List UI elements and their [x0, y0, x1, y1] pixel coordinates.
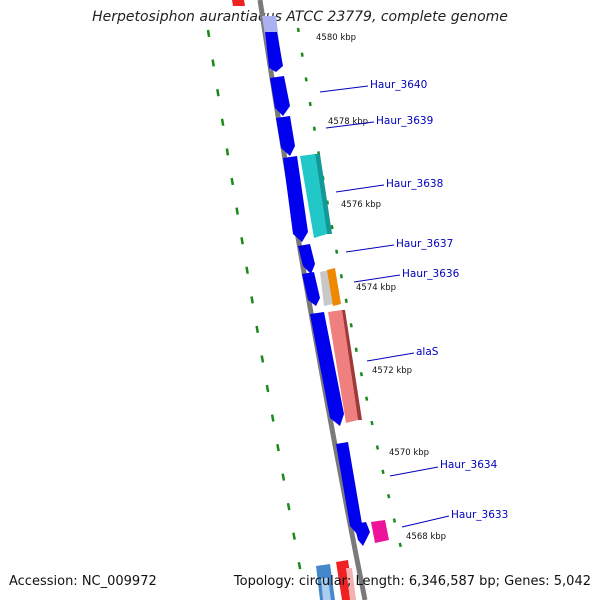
feature-salmon — [328, 310, 358, 423]
gene-leader-line — [353, 274, 401, 283]
feature-cyan — [300, 154, 327, 238]
gene-leader-line — [319, 85, 369, 93]
feature-orange — [327, 268, 341, 306]
forward-cds-track — [262, 16, 370, 546]
gene-leader-line — [389, 466, 439, 477]
tick-label: 4568 kbp — [406, 532, 446, 542]
feature-magenta — [371, 520, 389, 543]
cds-arrow — [336, 442, 362, 534]
gene-leader-line — [325, 121, 375, 129]
topology-text: Topology: circular; Length: 6,346,587 bp… — [233, 574, 591, 589]
gene-labels: Haur_3640 Haur_3639 Haur_3638 Haur_3637 … — [370, 79, 508, 521]
gene-leader-line — [401, 515, 450, 528]
feature-cyan-shade — [315, 154, 332, 234]
cds-arrow — [298, 244, 315, 274]
map-title: Herpetosiphon aurantiacus ATCC 23779, co… — [92, 9, 508, 25]
cds-arrow — [276, 116, 295, 156]
feature-bottom-lightblue — [321, 578, 331, 600]
cds-arrow — [354, 522, 370, 546]
tick-labels: 4580 kbp 4578 kbp 4576 kbp 4574 kbp 4572… — [316, 33, 446, 542]
gene-label: Haur_3633 — [451, 509, 508, 521]
inner-tick-ring — [206, 29, 306, 591]
feature-top-red — [232, 0, 245, 6]
cds-arrow — [265, 32, 283, 72]
gene-label: Haur_3639 — [376, 115, 433, 127]
tick-label: 4572 kbp — [372, 366, 412, 376]
feature-bottom-pink — [346, 568, 356, 600]
tick-label: 4580 kbp — [316, 33, 356, 43]
gene-label: Haur_3638 — [386, 178, 443, 190]
gene-leader-line — [345, 244, 395, 253]
tick-label: 4578 kbp — [328, 117, 368, 127]
gene-label: Haur_3640 — [370, 79, 427, 91]
cds-arrow — [302, 272, 320, 306]
accession-text: Accession: NC_009972 — [9, 574, 157, 589]
gene-leader-line — [335, 184, 385, 193]
gene-label: alaS — [416, 346, 439, 358]
cds-arrow — [283, 156, 308, 242]
tick-label: 4576 kbp — [341, 200, 381, 210]
gene-label: Haur_3634 — [440, 459, 498, 471]
gene-label: Haur_3636 — [402, 268, 460, 280]
tick-label: 4574 kbp — [356, 283, 396, 293]
gene-leaders — [319, 85, 450, 528]
gene-label: Haur_3637 — [396, 238, 453, 250]
gene-leader-line — [366, 352, 415, 362]
cds-arrow — [270, 76, 290, 116]
feature-salmon-shade — [342, 310, 362, 420]
tick-label: 4570 kbp — [389, 448, 429, 458]
cds-arrow — [310, 312, 344, 426]
outer-tick-ring — [296, 27, 406, 561]
